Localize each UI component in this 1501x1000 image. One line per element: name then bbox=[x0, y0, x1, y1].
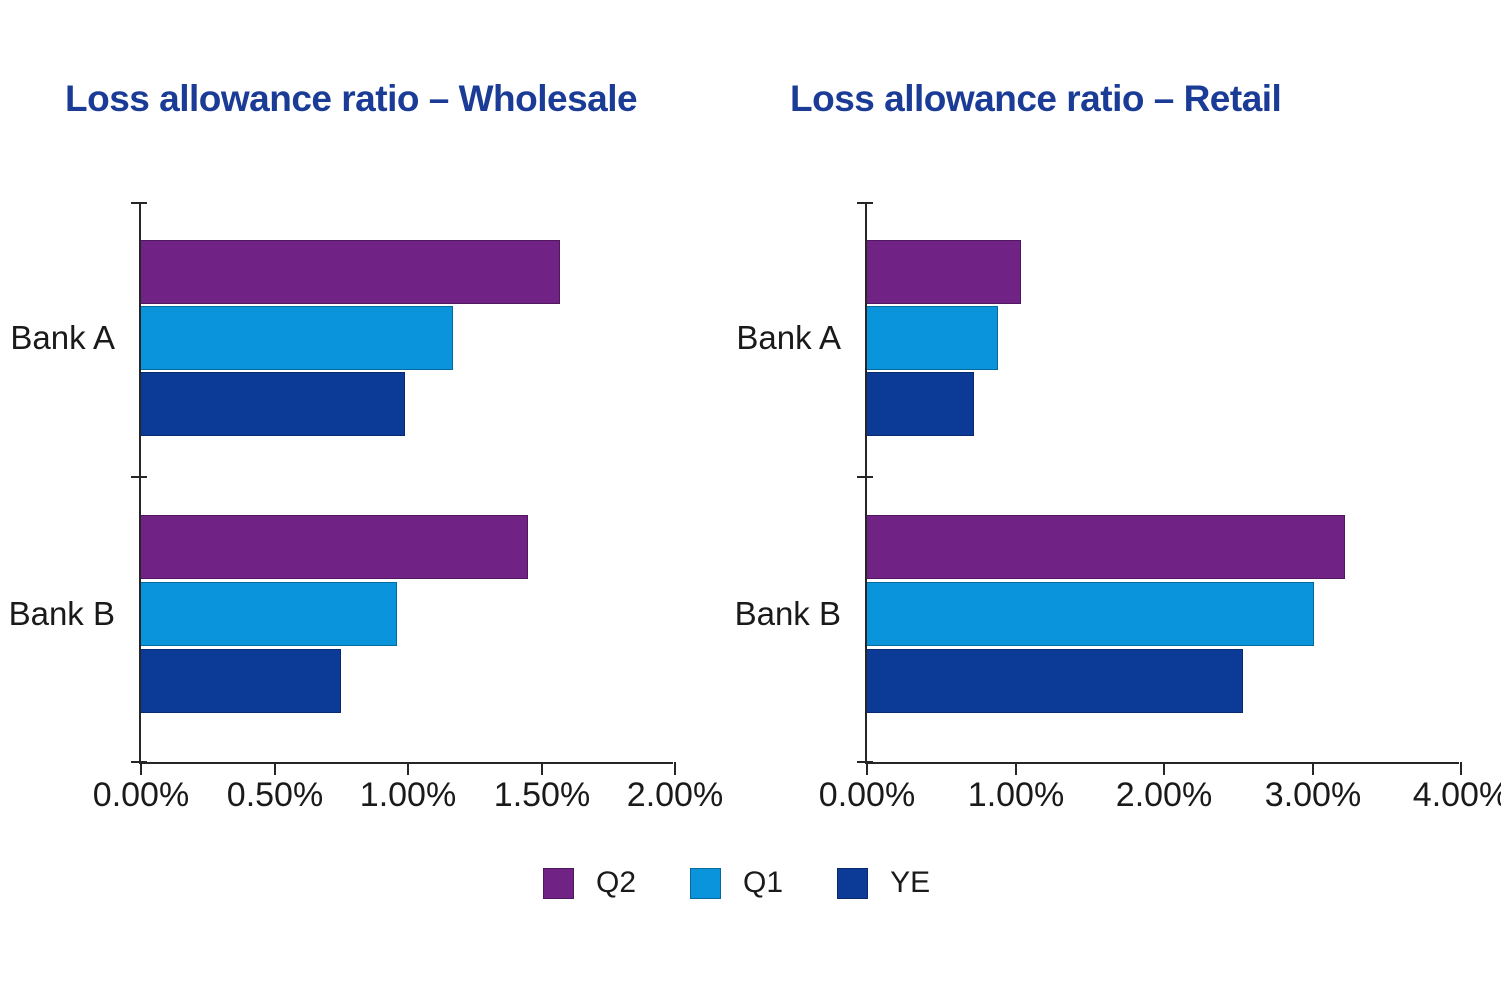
y-axis-tick bbox=[131, 476, 147, 478]
legend-item-q2: Q2 bbox=[543, 866, 636, 900]
bar-bank-a-q2 bbox=[867, 240, 1021, 304]
legend-label-q2: Q2 bbox=[596, 866, 637, 899]
retail-plot-area: Bank A Bank B 0.00% 1.00% 2.00% 3.00% 4.00% bbox=[735, 202, 1501, 814]
x-axis-tick-label: 1.00% bbox=[359, 776, 457, 814]
y-axis-tick bbox=[131, 761, 147, 763]
legend: Q2 Q1 YE bbox=[543, 866, 930, 900]
retail-chart-title: Loss allowance ratio – Retail bbox=[790, 78, 1282, 119]
wholesale-chart-title: Loss allowance ratio – Wholesale bbox=[65, 78, 638, 119]
x-axis-tick bbox=[541, 762, 543, 775]
bar-bank-b-q1 bbox=[867, 582, 1314, 646]
y-axis-tick bbox=[857, 202, 873, 204]
x-axis-tick bbox=[1163, 762, 1165, 775]
legend-item-q1: Q1 bbox=[690, 866, 783, 900]
x-axis-tick-label: 1.50% bbox=[493, 776, 591, 814]
x-axis-tick bbox=[1312, 762, 1314, 775]
x-axis-tick-label: 0.00% bbox=[92, 776, 190, 814]
wholesale-plot-area: Bank A Bank B 0.00% 0.50% 1.00% 1.50% 2.00% bbox=[9, 202, 723, 814]
bar-bank-a-ye bbox=[867, 372, 974, 436]
ye-color-swatch-icon bbox=[837, 867, 869, 899]
x-axis-tick bbox=[674, 762, 676, 775]
y-axis-tick bbox=[857, 761, 873, 763]
category-label-bank-b: Bank B bbox=[8, 595, 115, 632]
x-axis-tick-label: 0.50% bbox=[226, 776, 324, 814]
x-axis-tick bbox=[407, 762, 409, 775]
y-axis-tick bbox=[131, 202, 147, 204]
x-axis-tick bbox=[140, 762, 142, 775]
x-axis-tick bbox=[1015, 762, 1017, 775]
x-axis-tick bbox=[274, 762, 276, 775]
category-label-bank-b: Bank B bbox=[734, 595, 841, 632]
x-axis-tick-label: 2.00% bbox=[1115, 776, 1213, 814]
bar-bank-a-ye bbox=[141, 372, 405, 436]
bar-bank-a-q1 bbox=[867, 306, 998, 370]
bar-bank-b-ye bbox=[867, 649, 1243, 713]
bar-bank-a-q2 bbox=[141, 240, 560, 304]
bar-bank-a-q1 bbox=[141, 306, 453, 370]
bar-bank-b-q2 bbox=[141, 515, 528, 579]
bar-bank-b-ye bbox=[141, 649, 341, 713]
x-axis-tick-label: 1.00% bbox=[967, 776, 1065, 814]
q1-color-swatch-icon bbox=[690, 867, 722, 899]
x-axis-tick bbox=[866, 762, 868, 775]
y-axis-tick bbox=[857, 476, 873, 478]
bar-bank-b-q2 bbox=[867, 515, 1345, 579]
legend-item-ye: YE bbox=[837, 866, 930, 900]
category-label-bank-a: Bank A bbox=[736, 319, 841, 356]
category-label-bank-a: Bank A bbox=[10, 319, 115, 356]
legend-label-q1: Q1 bbox=[743, 866, 784, 899]
bar-bank-b-q1 bbox=[141, 582, 397, 646]
x-axis-tick bbox=[1460, 762, 1462, 775]
x-axis-tick-label: 0.00% bbox=[818, 776, 916, 814]
legend-label-ye: YE bbox=[890, 866, 931, 899]
x-axis-tick-label: 2.00% bbox=[626, 776, 724, 814]
x-axis-tick-label: 4.00% bbox=[1412, 776, 1501, 814]
q2-color-swatch-icon bbox=[543, 867, 574, 899]
x-axis-tick-label: 3.00% bbox=[1264, 776, 1362, 814]
